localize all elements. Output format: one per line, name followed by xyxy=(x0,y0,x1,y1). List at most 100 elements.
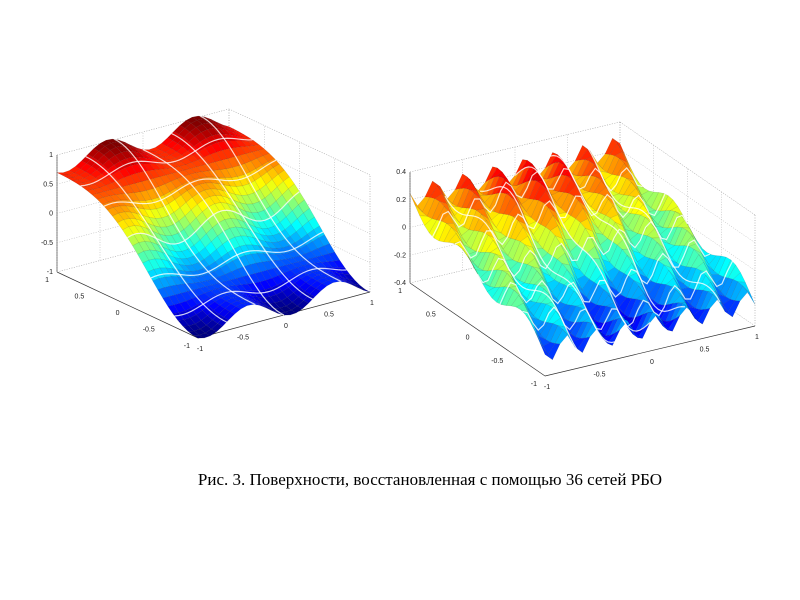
y-tick-label: 1 xyxy=(45,277,49,284)
surface-patch xyxy=(146,188,158,200)
surface-patch xyxy=(481,282,496,292)
x-tick-label: 1 xyxy=(370,300,374,307)
surface-patch xyxy=(216,188,229,199)
surface-patch xyxy=(209,152,222,163)
surface-patch xyxy=(586,164,600,176)
x-tick-label: -1 xyxy=(544,384,550,391)
surface-patch xyxy=(454,207,468,223)
surface-patch xyxy=(297,260,310,266)
y-tick-label: -1 xyxy=(531,381,537,388)
surface-patch xyxy=(75,160,87,170)
surface-patch xyxy=(160,258,173,269)
surface-patch xyxy=(540,343,553,360)
surface-patch xyxy=(216,122,228,128)
surface-patch xyxy=(239,293,251,299)
z-tick-label: 0.4 xyxy=(396,169,406,176)
figure-caption: Рис. 3. Поверхности, восстановленная с п… xyxy=(197,470,663,489)
x-tick-label: -0.5 xyxy=(593,372,605,379)
surface-patch xyxy=(620,195,634,213)
surface-patch xyxy=(730,281,743,301)
surface-patch xyxy=(91,193,104,200)
surface-patch xyxy=(538,190,552,204)
surface-patch xyxy=(175,251,187,259)
surface-patch xyxy=(220,264,232,275)
surface-patch xyxy=(119,158,132,169)
surface-patch xyxy=(94,181,106,188)
surface-patch xyxy=(201,122,214,130)
surface-patch xyxy=(551,162,565,179)
surface-patch xyxy=(486,210,500,221)
surface-patch xyxy=(602,259,615,273)
surface-patch xyxy=(185,162,197,169)
surface-patch xyxy=(239,244,252,256)
surface-patch xyxy=(109,194,122,201)
surface-patch xyxy=(494,171,508,179)
surface-patch xyxy=(484,166,498,183)
surface xyxy=(56,115,371,339)
surface-patch xyxy=(211,182,224,191)
surface xyxy=(409,137,756,361)
surface-patch xyxy=(71,180,84,184)
surface-patch xyxy=(123,175,136,186)
surface-patch xyxy=(507,239,521,261)
surface-patch xyxy=(205,135,218,146)
surface-patch xyxy=(99,185,111,192)
surface-patch xyxy=(470,231,484,252)
surface-patch xyxy=(680,287,694,299)
surface-patch xyxy=(235,284,247,291)
surface-patch xyxy=(297,300,309,309)
surface-patch xyxy=(87,184,100,190)
surface-patch xyxy=(530,317,544,328)
surface-plot-2: -0.4 -0.2 0 0.2 0.4 -1 -0.5 0 0.5 1 -1 -0.5 0 0.5 1 xyxy=(394,121,759,391)
surface-patch xyxy=(128,146,140,153)
surface-patch xyxy=(177,319,190,327)
surface-patch xyxy=(201,315,213,326)
surface-patch xyxy=(164,276,177,287)
surface-patch xyxy=(153,267,166,279)
surface-patch xyxy=(99,140,112,147)
z-tick-label: -0.2 xyxy=(394,252,406,259)
surface-patch xyxy=(148,258,161,270)
surface-patch xyxy=(130,211,143,222)
z-tick-label: -0.5 xyxy=(41,240,53,247)
surface-patch xyxy=(531,285,545,303)
surface-patch xyxy=(92,151,105,161)
surface-patch xyxy=(630,326,643,339)
surface-patch xyxy=(205,284,218,291)
surface-patch xyxy=(246,203,258,213)
surface-patch xyxy=(558,175,572,193)
surface-patch xyxy=(241,301,254,306)
surface-patch xyxy=(198,292,210,302)
surface-patch xyxy=(530,322,543,347)
surface-patch xyxy=(248,223,261,235)
surface-patch xyxy=(628,298,642,318)
x-tick-label: 0.5 xyxy=(324,312,334,319)
surface-patch xyxy=(204,116,216,123)
surface-patch xyxy=(105,138,118,144)
x-tick-label: -0.5 xyxy=(237,335,249,342)
surface-patch xyxy=(82,180,95,187)
surface-patch xyxy=(658,284,672,306)
surface-patch xyxy=(114,152,127,162)
surface-patch xyxy=(102,159,115,170)
z-tick-label: -1 xyxy=(47,269,53,276)
surface-patch xyxy=(173,207,186,222)
surface-patch xyxy=(260,234,272,243)
surface-patch xyxy=(140,190,152,201)
surface-patch xyxy=(572,159,585,177)
surface-patch xyxy=(274,259,286,268)
surface-patch xyxy=(231,268,243,279)
surface-patch xyxy=(118,211,130,220)
surface-patch xyxy=(358,287,371,293)
surface-patch xyxy=(216,244,228,258)
surface-patch xyxy=(476,191,490,209)
surface-patch xyxy=(168,199,181,213)
surface-patch xyxy=(61,174,74,178)
surface-patch xyxy=(414,204,428,217)
z-tick-label: 0 xyxy=(49,211,53,218)
surface-patch xyxy=(523,303,537,328)
surface-patch xyxy=(113,160,126,172)
surface-patch xyxy=(126,156,138,166)
surface-patch xyxy=(56,172,69,176)
